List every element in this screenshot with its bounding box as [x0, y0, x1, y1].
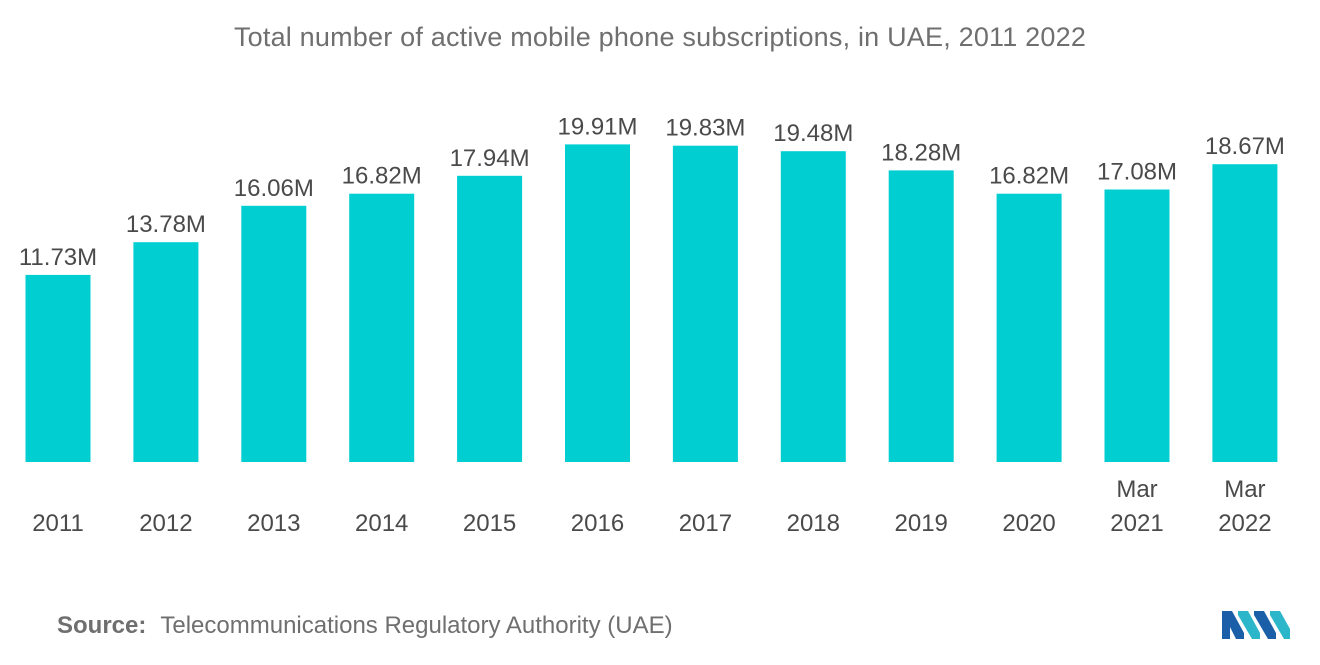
data-label: 17.08M [1097, 159, 1177, 186]
source-text: Telecommunications Regulatory Authority … [160, 612, 673, 639]
data-label: 18.67M [1205, 133, 1285, 160]
x-tick-label: 2022 [1218, 510, 1271, 537]
bar-2017 [672, 145, 738, 462]
data-label: 19.48M [773, 120, 853, 147]
data-label: 16.82M [989, 163, 1069, 190]
x-tick-label: 2019 [895, 510, 948, 537]
bar-2020 [996, 193, 1062, 462]
value-labels-group: 11.73M 13.78M 16.06M 16.82M 17.94M 19.91M 19.8… [19, 113, 1285, 271]
chart-title: Total number of active mobile phone subs… [233, 22, 1087, 52]
x-tick-label: 2012 [139, 510, 192, 537]
mordor-intelligence-logo-icon [1222, 611, 1290, 639]
bar-2014 [349, 193, 415, 462]
bar-2011 [25, 274, 91, 462]
x-tick-label: 2014 [355, 510, 408, 537]
bar-2013 [241, 205, 307, 463]
bars-group [25, 144, 1278, 463]
data-label: 17.94M [450, 145, 530, 172]
bar-2015 [457, 175, 523, 463]
x-tick-label: Mar [1224, 476, 1265, 503]
data-label: 11.73M [19, 244, 97, 271]
bar-2019 [888, 170, 954, 462]
bar-chart: 11.73M 13.78M 16.06M 16.82M 17.94M 19.91M 19.8… [19, 113, 1285, 537]
bar-2012 [133, 242, 199, 462]
bar-mar-2021 [1104, 189, 1170, 462]
x-tick-label: 2018 [787, 510, 840, 537]
source-note: Source: Telecommunications Regulatory Aut… [57, 612, 673, 640]
x-tick-label: 2017 [679, 510, 732, 537]
data-label: 16.82M [342, 163, 422, 190]
x-tick-label: 2013 [247, 510, 300, 537]
x-tick-label: 2021 [1110, 510, 1163, 537]
data-label: 13.78M [126, 211, 206, 238]
x-tick-label: 2016 [571, 510, 624, 537]
data-label: 18.28M [881, 139, 961, 166]
category-labels-group: 2011 2012 2013 2014 2015 2016 2017 2018 2019 2020… [32, 476, 1271, 537]
data-label: 16.06M [234, 175, 314, 202]
x-tick-label: 2020 [1002, 510, 1055, 537]
x-tick-label: 2011 [32, 510, 84, 537]
source-label: Source: [57, 612, 147, 639]
x-tick-label: 2015 [463, 510, 516, 537]
bar-2016 [565, 144, 630, 462]
data-label: 19.83M [665, 115, 745, 142]
x-tick-label: Mar [1116, 476, 1157, 503]
data-label: 19.91M [557, 113, 637, 140]
bar-mar-2022 [1212, 164, 1278, 462]
bar-2018 [780, 151, 846, 462]
